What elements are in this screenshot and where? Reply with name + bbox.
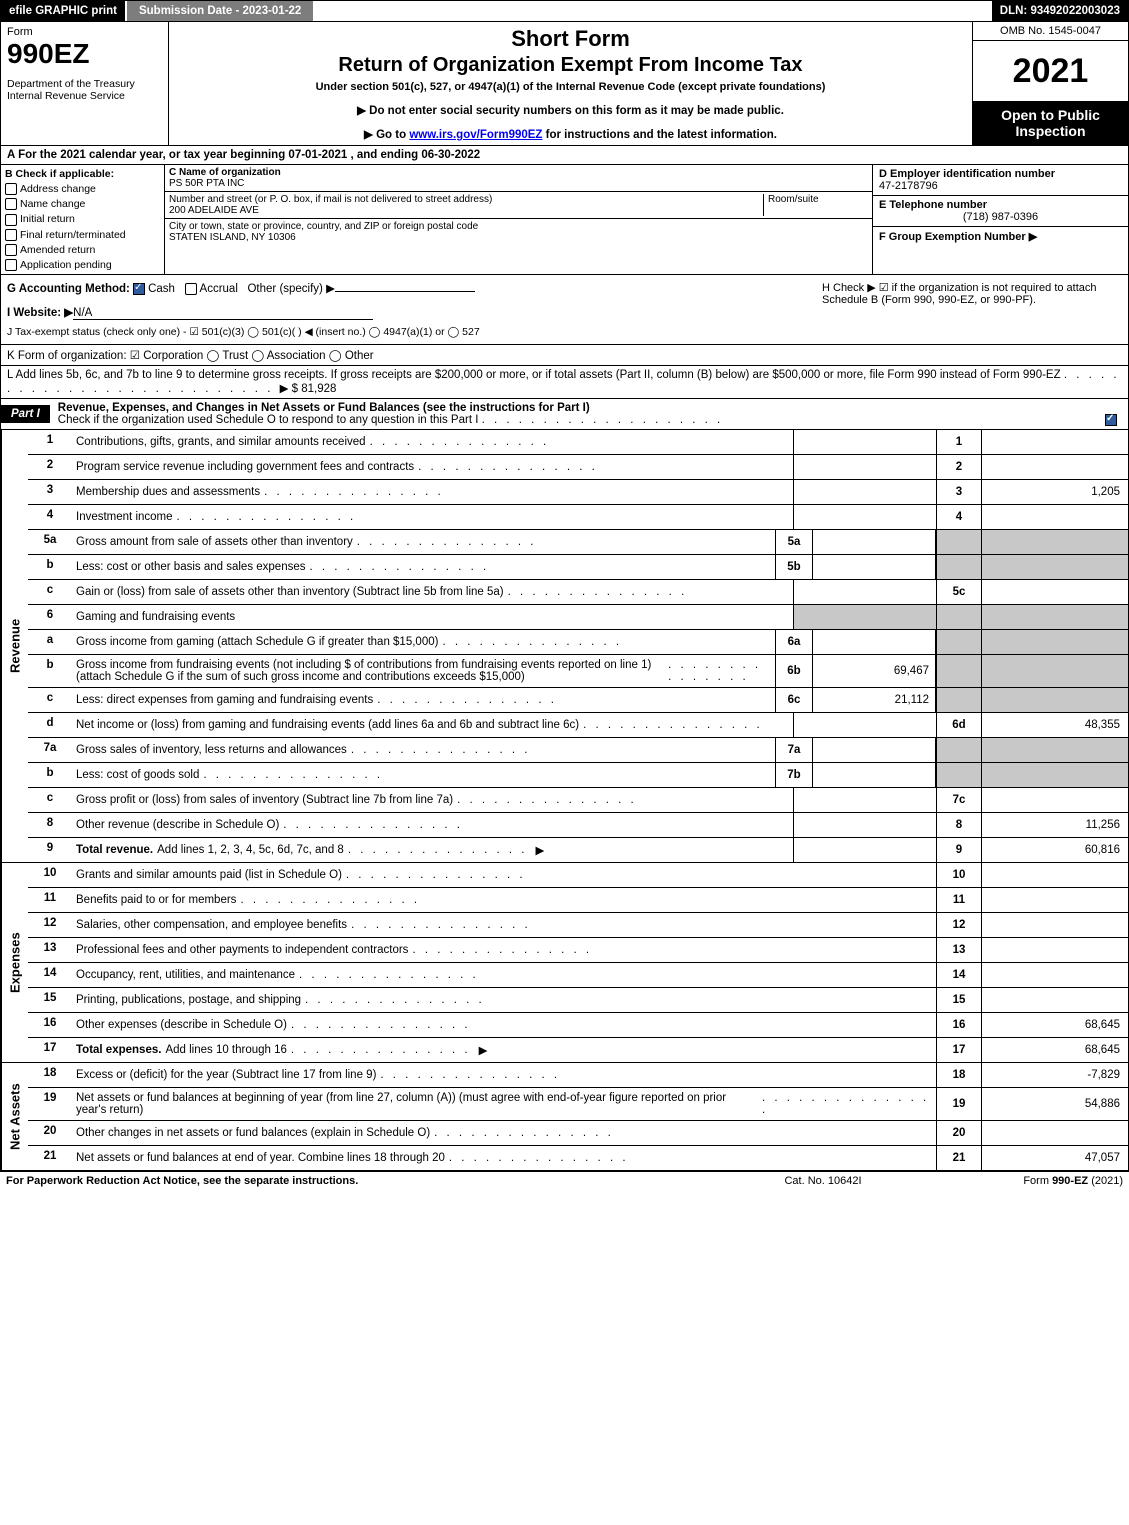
table-row: bLess: cost or other basis and sales exp… [28, 555, 1128, 580]
room-suite-label: Room/suite [768, 194, 868, 205]
part-i-header: Part I Revenue, Expenses, and Changes in… [0, 399, 1129, 430]
column-d-e-f: D Employer identification number 47-2178… [872, 165, 1128, 274]
submission-date: Submission Date - 2023-01-22 [125, 1, 313, 21]
checkbox-icon[interactable] [5, 259, 17, 271]
table-row: bGross income from fundraising events (n… [28, 655, 1128, 688]
line-j: J Tax-exempt status (check only one) - ☑… [7, 326, 810, 338]
b-check-item: Amended return [5, 244, 160, 256]
checkbox-icon[interactable] [5, 214, 17, 226]
table-row: 21Net assets or fund balances at end of … [28, 1146, 1128, 1170]
table-row: 15Printing, publications, postage, and s… [28, 988, 1128, 1013]
do-not-enter-line: ▶ Do not enter social security numbers o… [177, 103, 964, 117]
checkbox-icon[interactable] [5, 198, 17, 210]
tel-label: E Telephone number [879, 199, 1122, 211]
b-check-item: Application pending [5, 259, 160, 271]
table-row: 14Occupancy, rent, utilities, and mainte… [28, 963, 1128, 988]
checkbox-icon[interactable] [5, 229, 17, 241]
b-check-item: Address change [5, 183, 160, 195]
table-row: 12Salaries, other compensation, and empl… [28, 913, 1128, 938]
top-bar: efile GRAPHIC print Submission Date - 20… [0, 0, 1129, 22]
line-i: I Website: ▶N/A [7, 305, 810, 320]
table-row: 18Excess or (deficit) for the year (Subt… [28, 1063, 1128, 1088]
org-street: 200 ADELAIDE AVE [169, 205, 763, 216]
short-form-title: Short Form [177, 26, 964, 52]
org-city: STATEN ISLAND, NY 10306 [169, 232, 868, 243]
checkbox-icon[interactable] [5, 183, 17, 195]
c-city-label: City or town, state or province, country… [169, 221, 868, 232]
b-check-item: Final return/terminated [5, 229, 160, 241]
table-row: 13Professional fees and other payments t… [28, 938, 1128, 963]
goto-line: ▶ Go to www.irs.gov/Form990EZ for instru… [177, 127, 964, 141]
expenses-label: Expenses [1, 863, 28, 1062]
table-row: dNet income or (loss) from gaming and fu… [28, 713, 1128, 738]
footer-form: Form 990-EZ (2021) [923, 1175, 1123, 1187]
ein-value: 47-2178796 [879, 180, 1122, 192]
table-row: 2Program service revenue including gover… [28, 455, 1128, 480]
table-row: 20Other changes in net assets or fund ba… [28, 1121, 1128, 1146]
column-c: C Name of organization PS 50R PTA INC Nu… [165, 165, 872, 274]
table-row: 11Benefits paid to or for members . . . … [28, 888, 1128, 913]
omb-number: OMB No. 1545-0047 [973, 22, 1128, 41]
tax-year: 2021 [973, 41, 1128, 101]
irs-link[interactable]: www.irs.gov/Form990EZ [409, 129, 542, 141]
table-row: bLess: cost of goods sold . . . . . . . … [28, 763, 1128, 788]
b-check-item: Initial return [5, 213, 160, 225]
under-section-text: Under section 501(c), 527, or 4947(a)(1)… [177, 81, 964, 93]
table-row: 4Investment income . . . . . . . . . . .… [28, 505, 1128, 530]
column-b: B Check if applicable: Address change Nam… [1, 165, 165, 274]
table-row: 16Other expenses (describe in Schedule O… [28, 1013, 1128, 1038]
c-street-label: Number and street (or P. O. box, if mail… [169, 194, 763, 205]
net-assets-label: Net Assets [1, 1063, 28, 1170]
part-i-tab: Part I [1, 405, 50, 423]
line-l: L Add lines 5b, 6c, and 7b to line 9 to … [0, 366, 1129, 399]
revenue-label: Revenue [1, 430, 28, 862]
footer-catno: Cat. No. 10642I [723, 1175, 923, 1187]
line-k: K Form of organization: ☑ Corporation ◯ … [0, 345, 1129, 366]
table-row: 19Net assets or fund balances at beginni… [28, 1088, 1128, 1121]
department-label: Department of the Treasury Internal Reve… [7, 78, 162, 102]
return-title: Return of Organization Exempt From Incom… [177, 54, 964, 77]
form-number: 990EZ [7, 38, 162, 70]
table-row: 10Grants and similar amounts paid (list … [28, 863, 1128, 888]
table-row: aGross income from gaming (attach Schedu… [28, 630, 1128, 655]
form-header: Form 990EZ Department of the Treasury In… [0, 22, 1129, 146]
table-row: 1Contributions, gifts, grants, and simil… [28, 430, 1128, 455]
table-row: 8Other revenue (describe in Schedule O) … [28, 813, 1128, 838]
page-footer: For Paperwork Reduction Act Notice, see … [0, 1171, 1129, 1190]
group-exemption-label: F Group Exemption Number ▶ [879, 230, 1122, 243]
table-row: cLess: direct expenses from gaming and f… [28, 688, 1128, 713]
c-name-label: C Name of organization [169, 167, 868, 178]
table-row: 17Total expenses. Add lines 10 through 1… [28, 1038, 1128, 1062]
table-row: cGross profit or (loss) from sales of in… [28, 788, 1128, 813]
efile-label: efile GRAPHIC print [1, 1, 125, 21]
line-g: G Accounting Method: Cash Accrual Other … [7, 281, 810, 295]
open-to-public: Open to Public Inspection [973, 101, 1128, 145]
b-check-item: Name change [5, 198, 160, 210]
table-row: 5aGross amount from sale of assets other… [28, 530, 1128, 555]
b-title: B Check if applicable: [5, 168, 160, 180]
section-b-c-d: B Check if applicable: Address change Nam… [0, 165, 1129, 275]
part-i-table: Revenue 1Contributions, gifts, grants, a… [0, 430, 1129, 1171]
checkbox-icon[interactable] [5, 244, 17, 256]
section-g-h: G Accounting Method: Cash Accrual Other … [0, 275, 1129, 345]
line-a: A For the 2021 calendar year, or tax yea… [0, 146, 1129, 165]
table-row: 3Membership dues and assessments . . . .… [28, 480, 1128, 505]
ein-label: D Employer identification number [879, 168, 1122, 180]
table-row: 7aGross sales of inventory, less returns… [28, 738, 1128, 763]
part-i-title: Revenue, Expenses, and Changes in Net As… [58, 402, 590, 414]
line-h: H Check ▶ ☑ if the organization is not r… [816, 275, 1128, 344]
dln-label: DLN: 93492022003023 [992, 1, 1128, 21]
footer-notice: For Paperwork Reduction Act Notice, see … [6, 1175, 723, 1187]
table-row: cGain or (loss) from sale of assets othe… [28, 580, 1128, 605]
form-word: Form [7, 26, 162, 38]
part-i-subtitle: Check if the organization used Schedule … [58, 414, 479, 426]
table-row: 6Gaming and fundraising events [28, 605, 1128, 630]
tel-value: (718) 987-0396 [879, 211, 1122, 223]
org-name: PS 50R PTA INC [169, 178, 868, 189]
table-row: 9Total revenue. Add lines 1, 2, 3, 4, 5c… [28, 838, 1128, 862]
